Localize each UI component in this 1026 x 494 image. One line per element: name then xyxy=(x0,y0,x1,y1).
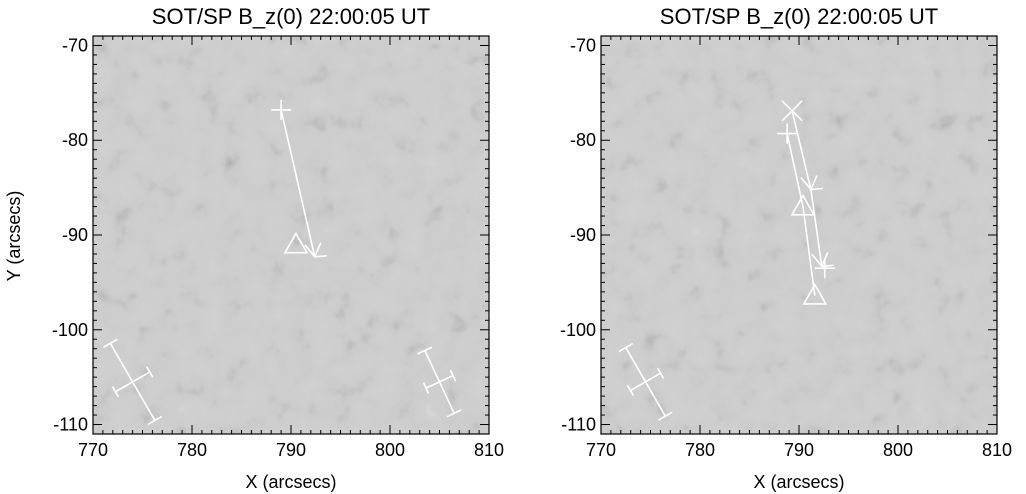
feature-track-line xyxy=(786,133,816,296)
error-cross xyxy=(618,342,673,421)
x-tick-label: 780 xyxy=(177,440,207,460)
x-marker xyxy=(781,100,803,122)
panel-left-frame xyxy=(92,35,490,435)
panel-left-title: SOT/SP B_z(0) 22:00:05 UT xyxy=(152,4,430,29)
panel-left-magnetogram-texture xyxy=(93,36,489,434)
plus-marker xyxy=(814,258,835,279)
y-tick-label: -110 xyxy=(53,415,88,435)
x-tick-label: 800 xyxy=(883,440,913,460)
x-tick-label: 780 xyxy=(685,440,715,460)
x-tick-label: 770 xyxy=(586,440,616,460)
panel-right-magnetogram-texture xyxy=(601,36,997,434)
x-tick-label: 800 xyxy=(375,440,405,460)
arrow-marker xyxy=(800,175,823,192)
panel-right-title: SOT/SP B_z(0) 22:00:05 UT xyxy=(660,4,938,29)
x-tick-label: 770 xyxy=(78,440,108,460)
x-tick-label: 790 xyxy=(784,440,814,460)
y-tick-label: -100 xyxy=(560,320,596,340)
y-tick-label: -80 xyxy=(62,130,88,150)
y-tick-label: -90 xyxy=(62,225,88,245)
triangle-marker xyxy=(283,231,309,254)
plus-marker xyxy=(777,123,798,144)
error-cross xyxy=(417,346,462,418)
arrow-marker xyxy=(811,251,834,268)
x-tick-label: 790 xyxy=(276,440,306,460)
plus-marker xyxy=(271,99,292,120)
triangle-marker xyxy=(790,193,816,216)
feature-track-line xyxy=(280,109,316,257)
y-tick-label: -70 xyxy=(62,35,88,55)
panel-left: SOT/SP B_z(0) 22:00:05 UT 770 780 790 800 81… xyxy=(4,4,504,492)
y-tick-label: -100 xyxy=(52,320,88,340)
y-tick-label: -80 xyxy=(570,130,596,150)
panel-right-xlabel: X (arcsecs) xyxy=(753,472,844,492)
panel-right: SOT/SP B_z(0) 22:00:05 UT 770 780 790 800 81… xyxy=(560,4,1012,492)
panel-right-frame xyxy=(600,35,998,435)
y-tick-label: -90 xyxy=(570,225,596,245)
x-tick-label: 810 xyxy=(474,440,504,460)
y-tick-label: -110 xyxy=(561,415,596,435)
triangle-marker xyxy=(802,283,828,305)
panel-left-xlabel: X (arcsecs) xyxy=(245,472,336,492)
panel-left-ylabel: Y (arcsecs) xyxy=(4,191,24,282)
error-cross xyxy=(102,338,163,426)
y-tick-label: -70 xyxy=(570,35,596,55)
arrow-marker xyxy=(304,242,327,259)
x-tick-label: 810 xyxy=(982,440,1012,460)
